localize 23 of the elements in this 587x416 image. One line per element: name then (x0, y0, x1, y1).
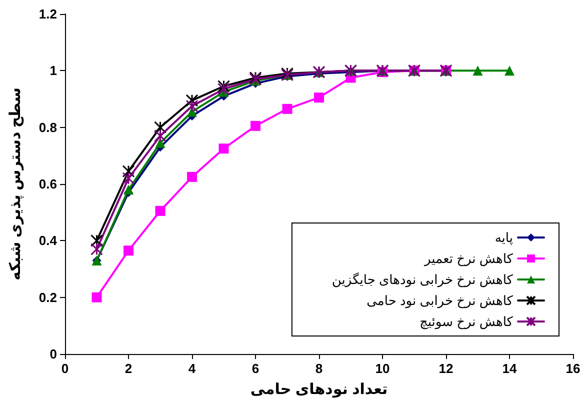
legend-label: کاهش نرخ تعمیر (424, 251, 514, 267)
legend-label: کاهش نرخ سوئیچ (419, 314, 514, 330)
y-tick-label: 1 (50, 63, 57, 78)
y-tick-label: 0.2 (38, 290, 57, 305)
legend-label: کاهش نرخ خرابی نود حامی (366, 293, 514, 309)
x-tick-label: 14 (502, 361, 518, 376)
y-tick-label: 1.2 (38, 6, 57, 22)
x-axis-title: تعداد نودهای حامی (250, 381, 388, 398)
y-tick-label: 0 (50, 346, 57, 362)
x-tick-label: 2 (124, 361, 132, 376)
x-tick-label: 6 (252, 361, 260, 376)
legend-label: پایه (494, 230, 514, 246)
x-tick-label: 16 (566, 361, 580, 376)
x-tick-label: 8 (315, 361, 323, 376)
x-tick-label: 0 (61, 361, 69, 376)
y-axis-title: سطح دسترس پذیری شبکه (7, 88, 24, 280)
legend-label: کاهش نرخ خرابی نودهای جایگزین (332, 272, 514, 288)
x-tick-label: 10 (375, 361, 390, 376)
y-tick-label: 0.4 (38, 233, 58, 248)
y-tick-label: 0.6 (38, 176, 57, 192)
x-tick-label: 4 (188, 361, 196, 376)
y-tick-label: 0.8 (38, 120, 57, 135)
x-tick-label: 12 (438, 361, 454, 376)
